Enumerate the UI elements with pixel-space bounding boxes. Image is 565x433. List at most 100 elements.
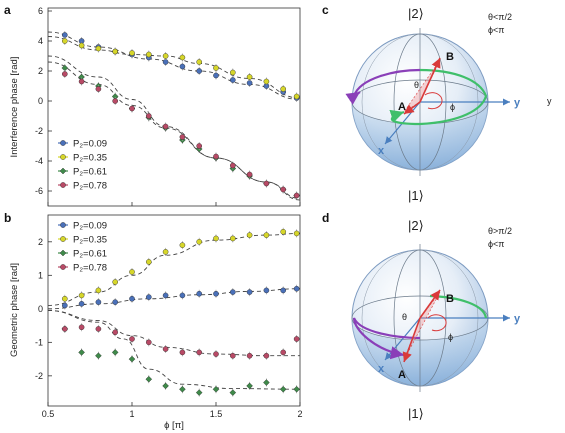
theta-condition: θ<π/2 [488, 12, 512, 22]
data-point [229, 77, 236, 83]
y-tick-label: 4 [38, 36, 43, 46]
data-point [62, 295, 68, 302]
data-point [95, 287, 102, 294]
data-point [162, 59, 169, 65]
vector-A [402, 317, 421, 363]
data-point [62, 32, 68, 38]
vector-B [419, 289, 441, 319]
phi-arc [424, 92, 443, 110]
data-point [213, 65, 219, 71]
interference-phase-chart: 6 4 2 0 -2 -4 -6 Interference phase [rad] P₂=0… [9, 6, 301, 207]
data-point [280, 228, 287, 235]
data-point [145, 339, 152, 346]
x-tick-label: 2 [297, 409, 302, 419]
data-point [196, 59, 202, 65]
fit-curve [47, 310, 301, 390]
panel-letter-d: d [322, 211, 329, 225]
label-theta: θ [414, 80, 419, 90]
data-point [95, 45, 102, 52]
data-point [179, 349, 186, 356]
data-point [78, 324, 85, 331]
data-point [62, 302, 68, 309]
data-point [246, 171, 253, 178]
data-point [145, 51, 152, 58]
data-point [95, 86, 102, 92]
data-point [162, 53, 169, 59]
y-tick-label: -4 [35, 156, 43, 166]
data-point [293, 336, 300, 342]
data-point [179, 134, 186, 140]
data-point [229, 162, 236, 169]
y-tick-label: -1 [35, 337, 43, 347]
data-point [162, 346, 169, 352]
data-point [196, 143, 202, 149]
ket-2: |2⟩ [408, 218, 424, 233]
phi-condition: ϕ<π [488, 25, 505, 35]
panel-letter-a: a [4, 3, 11, 17]
data-point [229, 235, 236, 242]
data-point [229, 352, 236, 359]
data-point [145, 294, 152, 300]
ket-1: |1⟩ [408, 406, 424, 421]
data-point [246, 382, 253, 390]
fit-curve [47, 36, 301, 99]
panel-letter-c: c [322, 3, 329, 17]
y-tick-label: -2 [35, 371, 43, 381]
x-ticks [47, 202, 301, 206]
data-point [196, 290, 202, 297]
data-point [112, 329, 118, 336]
label-phi: ϕ [448, 332, 453, 342]
data-point [229, 389, 237, 396]
data-point [145, 113, 152, 119]
data-point [213, 235, 219, 242]
legend-marker [59, 167, 67, 175]
vector-A [403, 101, 421, 115]
purple-path [352, 68, 421, 97]
y-ticks: 2 1 0 -1 -2 [35, 237, 52, 381]
data-point [129, 105, 135, 112]
data-point [129, 295, 135, 302]
data-point [78, 349, 85, 356]
label-phi: ϕ [450, 102, 455, 112]
phi-condition: ϕ<π [488, 239, 505, 249]
phi-arc [427, 314, 447, 332]
fit-curve [47, 288, 301, 310]
data-point [229, 69, 236, 76]
y-axis-label: Interference phase [rad] [9, 57, 20, 158]
legend-marker [59, 249, 67, 257]
stray-y-label: y [547, 96, 552, 106]
legend-marker [60, 222, 66, 228]
y-tick-label: 0 [38, 304, 43, 314]
theta-condition: θ>π/2 [488, 226, 512, 236]
data-point [179, 242, 186, 248]
label-B: B [446, 51, 454, 63]
bloch-sphere-c: |2⟩ |1⟩ θ<π/2 ϕ<π y x y A B θ ϕ [345, 6, 552, 203]
fit-curve [47, 31, 301, 100]
data-point [212, 385, 220, 393]
data-point [129, 269, 135, 275]
data-point [129, 336, 135, 342]
data-point [196, 349, 202, 356]
ket-1: |1⟩ [408, 188, 424, 203]
data-point [246, 289, 253, 295]
fit-curve [47, 61, 301, 201]
data-point [162, 249, 169, 255]
label-A: A [398, 369, 406, 381]
data-point [263, 180, 270, 187]
data-point [246, 80, 253, 86]
bloch-sphere-d: |2⟩ |1⟩ θ>π/2 ϕ<π y x A B θ ϕ [351, 218, 521, 421]
legend-marker [60, 264, 66, 270]
data-point [112, 279, 118, 285]
label-B: B [446, 293, 454, 305]
data-point [95, 352, 102, 360]
data-points [61, 31, 300, 200]
data-point [213, 351, 219, 357]
data-point [95, 326, 102, 332]
x-tick-label: 1.5 [210, 409, 223, 419]
y-tick-label: 2 [38, 66, 43, 76]
data-point [78, 300, 85, 307]
x-axis-label: x [378, 145, 385, 157]
data-point [78, 292, 85, 299]
data-point [196, 239, 202, 245]
data-point [213, 290, 219, 297]
